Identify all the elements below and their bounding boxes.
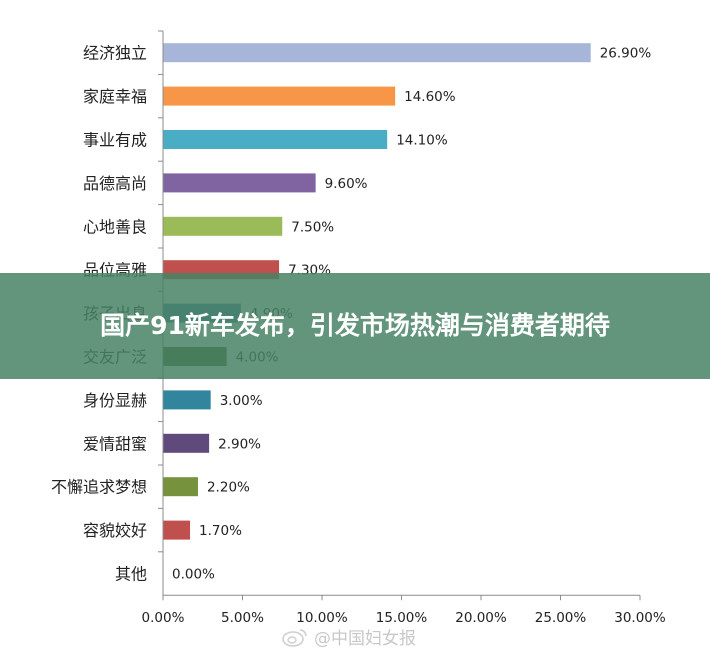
value-label: 26.90%: [600, 46, 652, 62]
value-label: 2.90%: [218, 436, 261, 452]
value-label: 7.50%: [291, 219, 334, 235]
watermark: @中国妇女报: [282, 624, 416, 649]
headline-banner: 国产91新车发布，引发市场热潮与消费者期待: [0, 273, 710, 379]
x-tick-label: 15.00%: [376, 610, 428, 626]
category-label: 其他: [115, 565, 147, 584]
bar-10: [163, 477, 198, 497]
category-label: 不懈追求梦想: [51, 478, 147, 497]
bar-9: [163, 433, 210, 453]
x-tick-label: 30.00%: [614, 610, 666, 626]
category-label: 品德高尚: [83, 174, 147, 193]
category-label: 事业有成: [83, 131, 147, 150]
bar-11: [163, 520, 191, 540]
value-label: 3.00%: [220, 393, 263, 409]
bar-1: [163, 86, 396, 106]
category-label: 爱情甜蜜: [83, 434, 147, 453]
x-tick-label: 20.00%: [455, 610, 507, 626]
category-label: 容貌姣好: [83, 521, 147, 540]
bar-4: [163, 216, 283, 236]
x-tick-label: 5.00%: [221, 610, 264, 626]
value-label: 1.70%: [199, 523, 242, 539]
value-label: 14.10%: [396, 133, 448, 149]
bar-2: [163, 130, 388, 149]
category-label: 身份显赫: [83, 391, 147, 410]
bar-0: [163, 43, 591, 63]
value-label: 2.20%: [207, 480, 250, 496]
category-label: 心地善良: [83, 217, 147, 236]
x-tick-label: 10.00%: [296, 610, 348, 626]
value-label: 9.60%: [325, 176, 368, 192]
value-label: 14.60%: [404, 89, 456, 105]
headline-text: 国产91新车发布，引发市场热潮与消费者期待: [100, 311, 610, 340]
value-label: 0.00%: [172, 567, 215, 583]
category-label: 经济独立: [83, 44, 147, 63]
category-label: 家庭幸福: [83, 87, 147, 106]
bar-8: [163, 390, 211, 410]
x-tick-label: 0.00%: [142, 610, 185, 626]
weibo-icon: [282, 628, 307, 647]
x-tick-label: 25.00%: [535, 610, 587, 626]
bar-3: [163, 173, 316, 193]
watermark-text: @中国妇女报: [314, 629, 416, 649]
